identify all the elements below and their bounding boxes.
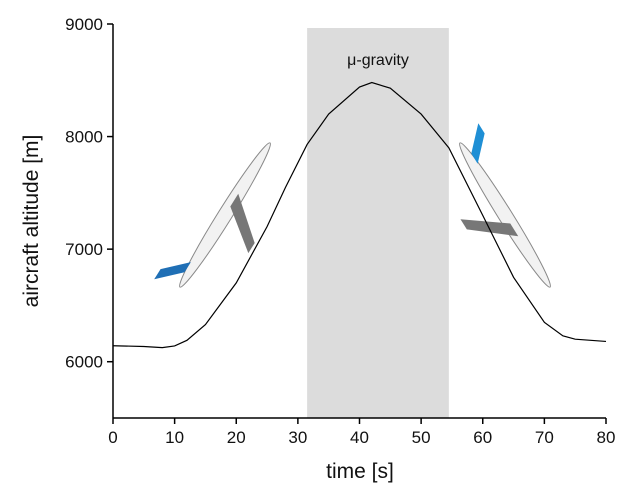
altitude-line — [112, 81, 607, 349]
x-tick-label: 70 — [535, 428, 554, 447]
shaded-region — [307, 28, 449, 418]
x-axis-label: time [s] — [326, 460, 394, 483]
region-label: μ-gravity — [347, 52, 409, 69]
y-tick-label: 9000 — [65, 15, 103, 34]
x-tick-label: 60 — [473, 428, 492, 447]
x-tick-label: 50 — [412, 428, 431, 447]
x-tick-label: 40 — [350, 428, 369, 447]
x-tick-label: 0 — [108, 428, 117, 447]
x-tick-label: 20 — [227, 428, 246, 447]
y-axis-label: aircraft altitude [m] — [20, 135, 43, 308]
fuselage — [459, 142, 551, 288]
wing — [230, 193, 255, 254]
x-tick-label: 80 — [597, 428, 616, 447]
tail — [471, 123, 485, 164]
fuselage — [179, 142, 271, 288]
shade-layer: μ-gravity — [307, 28, 449, 418]
airplane-left — [154, 142, 271, 288]
x-tick-label: 30 — [288, 428, 307, 447]
x-tick-label: 10 — [165, 428, 184, 447]
y-tick-label: 7000 — [65, 240, 103, 259]
tail — [154, 262, 191, 280]
y-tick-label: 8000 — [65, 128, 103, 147]
y-tick-label: 6000 — [65, 353, 103, 372]
